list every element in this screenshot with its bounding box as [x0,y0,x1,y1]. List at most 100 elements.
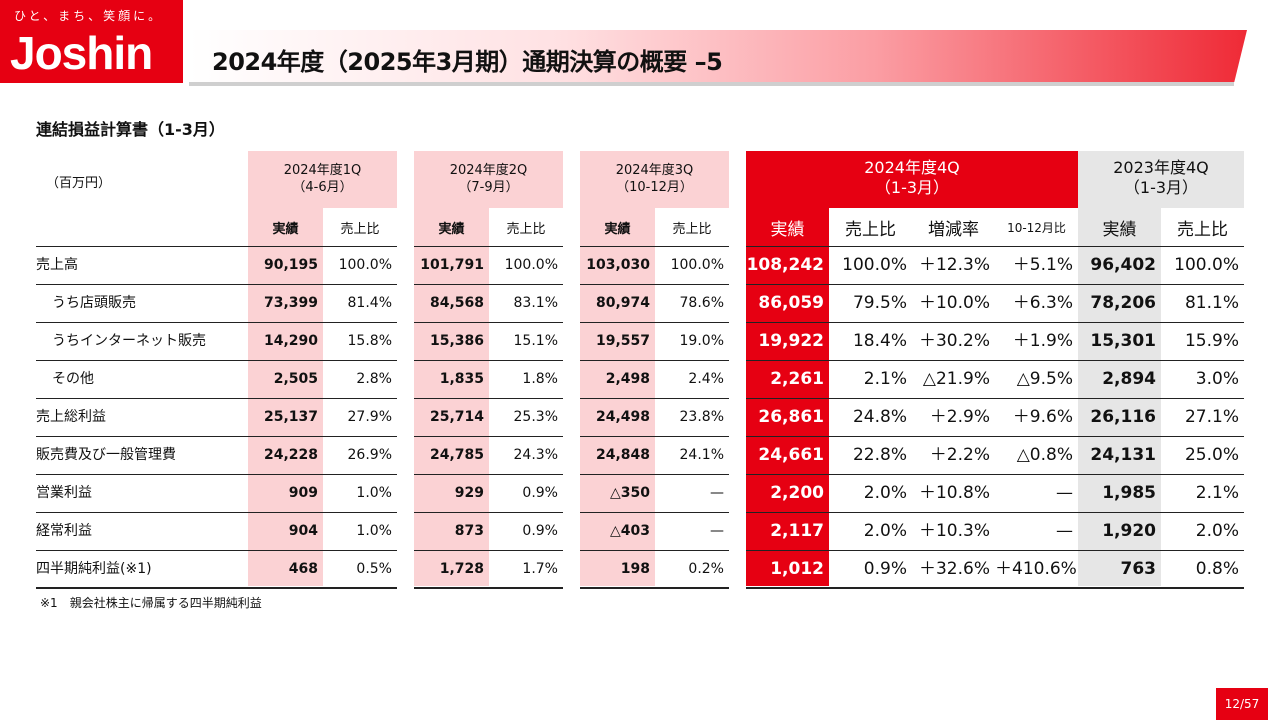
q2-cell-0: 25,714 [429,409,484,425]
q2-cell-0: 84,568 [429,295,484,311]
rule [36,398,397,399]
py-cell-0: 1,985 [1102,483,1156,503]
rule [414,360,563,361]
q2-cell-1: 0.9% [522,485,558,501]
rule [580,246,729,247]
q4-cell-2: ＋2.2% [929,445,990,465]
py-header-bg [1078,151,1244,208]
q1-cell-0: 24,228 [263,447,318,463]
py-cell-1: 15.9% [1184,331,1239,351]
q4-cell-1: 100.0% [842,255,907,275]
row-label: うち店頭販売 [52,295,136,311]
row-label: その他 [52,371,94,387]
subheader-q3-actual: 実績 [604,221,631,237]
rule [580,474,729,475]
rule [580,587,729,589]
py-cell-1: 3.0% [1195,369,1239,389]
title-bar-shadow [189,82,1234,86]
q2-cell-0: 873 [454,523,484,539]
py-cell-1: 81.1% [1184,293,1239,313]
rule [746,284,1244,285]
rule [746,246,1244,247]
q3-cell-0: 24,848 [595,447,650,463]
q4-cell-0: 86,059 [758,293,824,313]
q3-cell-0: △403 [610,523,650,539]
q3-cell-1: — [710,523,724,539]
py-cell-1: 100.0% [1174,255,1239,275]
subheader-q4-vs-q3: 10-12月比 [1007,220,1066,235]
q4-cell-0: 108,242 [746,255,824,275]
py-cell-0: 24,131 [1090,445,1156,465]
rule [580,436,729,437]
q4-cell-0: 19,922 [758,331,824,351]
page-title: 2024年度（2025年3月期）通期決算の概要 –5 [212,48,723,76]
q4-cell-3: — [1056,483,1073,503]
q4-cell-3: △9.5% [1016,369,1073,389]
subheader-q4-change: 増減率 [928,219,979,240]
header-q3: 2024年度3Q （10-12月） [615,163,694,195]
q4-cell-3: ＋1.9% [1012,331,1073,351]
rule [414,587,563,589]
q4-cell-2: ＋30.2% [918,331,990,351]
py-actual-column-bg [1078,208,1161,586]
row-label: 売上高 [36,257,78,273]
q1-cell-1: 81.4% [347,295,392,311]
q1-cell-0: 909 [288,485,318,501]
section-subtitle: 連結損益計算書（1-3月） [36,120,225,139]
q1-actual-column-bg [248,208,323,586]
q4-cell-1: 79.5% [852,293,907,313]
py-cell-0: 2,894 [1102,369,1156,389]
q2-cell-0: 24,785 [429,447,484,463]
q3-cell-0: 103,030 [586,257,650,273]
logo-tagline: ひと、まち、笑顔に。 [14,9,164,23]
py-cell-1: 2.1% [1195,483,1239,503]
row-label: 売上総利益 [36,409,106,425]
subheader-q3-ratio: 売上比 [672,221,712,237]
rule [36,474,397,475]
py-cell-1: 27.1% [1184,407,1239,427]
q1-cell-1: 27.9% [347,409,392,425]
logo-wordmark: Joshin [10,27,153,79]
q2-actual-column-bg [414,208,489,586]
rule [414,284,563,285]
subheader-q2-ratio: 売上比 [506,221,546,237]
q4-cell-2: △21.9% [922,369,990,389]
subheader-q4-actual: 実績 [770,219,805,240]
rule [580,398,729,399]
q4-cell-3: ＋5.1% [1012,255,1073,275]
rule [746,322,1244,323]
q4-cell-1: 2.1% [863,369,907,389]
rule [414,246,563,247]
q1-cell-1: 1.0% [356,485,392,501]
rule [746,550,1244,551]
q4-cell-1: 2.0% [863,483,907,503]
rule [414,550,563,551]
rule [414,474,563,475]
rule [746,398,1244,399]
q4-cell-0: 2,261 [770,369,824,389]
q3-cell-1: 100.0% [670,257,724,273]
rule [580,512,729,513]
q4-cell-2: ＋10.3% [918,521,990,541]
q1-cell-0: 90,195 [263,257,318,273]
q1-cell-0: 14,290 [263,333,318,349]
q2-cell-1: 83.1% [513,295,558,311]
q1-cell-1: 100.0% [338,257,392,273]
py-cell-1: 2.0% [1195,521,1239,541]
rule [36,512,397,513]
page-number: 12/57 [1216,688,1268,720]
q2-cell-1: 0.9% [522,523,558,539]
q2-header-bg [414,151,563,208]
q1-cell-0: 2,505 [273,371,318,387]
q1-cell-1: 1.0% [356,523,392,539]
row-label: うちインターネット販売 [52,333,206,349]
subheader-q4-ratio: 売上比 [845,219,896,240]
q2-cell-1: 24.3% [513,447,558,463]
q2-cell-1: 100.0% [504,257,558,273]
py-cell-0: 26,116 [1090,407,1156,427]
rule [36,246,397,247]
rule [36,587,397,589]
q4-cell-0: 1,012 [770,559,824,579]
header-q4: 2024年度4Q （1-3月） [864,158,960,197]
subheader-q1-actual: 実績 [272,221,299,237]
